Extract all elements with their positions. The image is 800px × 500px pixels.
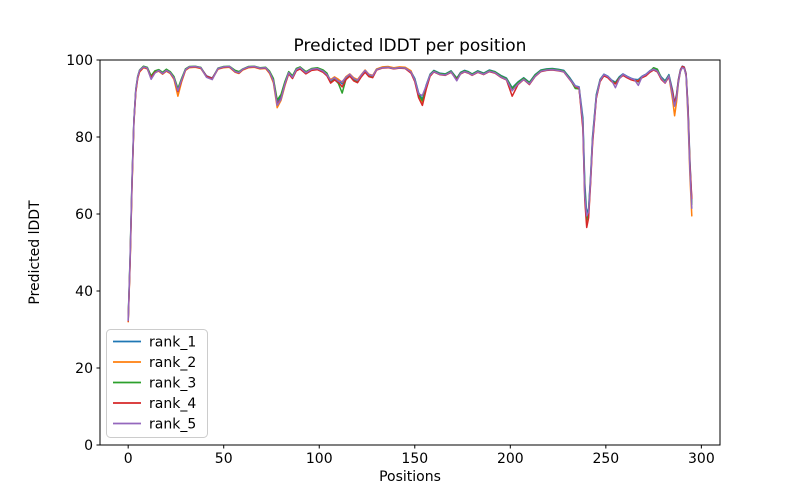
legend-box — [106, 329, 208, 438]
legend-entry-rank_3: rank_3 — [113, 376, 196, 392]
line-rank_5 — [127, 65, 693, 322]
x-axis-label: Positions — [379, 469, 441, 485]
plot-lines — [127, 65, 693, 323]
legend-entry-rank_5: rank_5 — [113, 417, 196, 433]
x-tick-label: 50 — [215, 451, 233, 467]
legend-entry-rank_1: rank_1 — [113, 335, 196, 351]
plot-frame — [99, 59, 721, 446]
x-tick-label: 150 — [401, 451, 428, 467]
legend-label-rank_3: rank_3 — [149, 376, 196, 392]
legend-label-rank_5: rank_5 — [149, 417, 196, 433]
y-axis-ticks: 0 20 40 60 80 100 — [66, 53, 100, 454]
y-tick-label: 80 — [75, 130, 93, 146]
legend-entry-rank_4: rank_4 — [113, 396, 196, 412]
legend-entry-rank_2: rank_2 — [113, 355, 196, 371]
chart-title: Predicted lDDT per position — [294, 36, 527, 56]
legend: rank_1 rank_2 rank_3 rank_4 rank_5 — [106, 329, 208, 438]
y-tick-label: 20 — [75, 361, 93, 377]
y-tick-label: 0 — [84, 438, 93, 454]
x-tick-label: 100 — [306, 451, 333, 467]
line-rank_2 — [127, 65, 693, 323]
legend-label-rank_4: rank_4 — [149, 396, 196, 412]
x-tick-label: 250 — [592, 451, 619, 467]
line-rank_4 — [127, 65, 693, 322]
line-rank_3 — [127, 65, 693, 320]
y-axis-label: Predicted lDDT — [27, 200, 43, 305]
x-tick-label: 200 — [497, 451, 524, 467]
x-tick-label: 300 — [688, 451, 715, 467]
y-tick-label: 40 — [75, 284, 93, 300]
x-tick-label: 0 — [124, 451, 133, 467]
line-rank_1 — [127, 65, 693, 321]
legend-label-rank_1: rank_1 — [149, 335, 196, 351]
y-tick-label: 60 — [75, 207, 93, 223]
legend-label-rank_2: rank_2 — [149, 355, 196, 371]
y-tick-label: 100 — [66, 53, 93, 69]
x-axis-ticks: 0 50 100 150 200 250 300 — [124, 445, 715, 467]
